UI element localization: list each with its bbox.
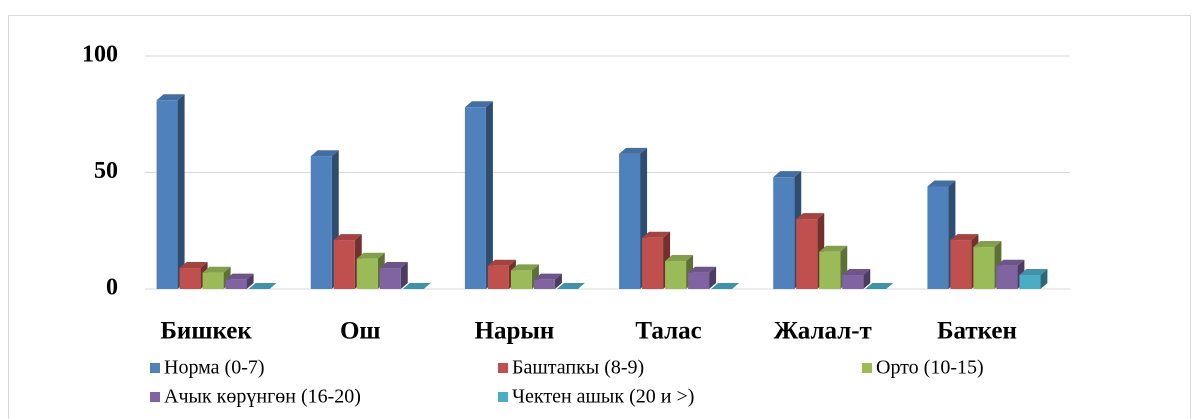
bar-top (688, 266, 717, 273)
bar (356, 258, 378, 289)
bar-top (773, 171, 802, 178)
x-tick-label: Бишкек (160, 318, 252, 345)
bar-top (950, 234, 979, 241)
legend-swatch (150, 392, 160, 402)
bar (202, 272, 224, 289)
bar-top (202, 266, 231, 273)
bar (642, 237, 664, 289)
bar-side (485, 101, 493, 289)
bar-top (156, 94, 185, 101)
bar (688, 272, 710, 289)
bar-side (1040, 269, 1048, 289)
legend-label: Баштапкы (8-9) (512, 357, 644, 379)
bar (379, 268, 401, 289)
bar-top (819, 245, 848, 252)
bar (619, 153, 641, 289)
bar (842, 275, 864, 289)
bar (796, 219, 818, 289)
bar (156, 100, 178, 290)
bar-top (865, 283, 894, 289)
bar-top (1019, 269, 1048, 276)
bar (310, 156, 332, 289)
legend-swatch (498, 363, 508, 373)
bar-top (665, 255, 694, 262)
bar-top (533, 273, 562, 280)
bar (950, 240, 972, 289)
bar (665, 261, 687, 289)
bar-top (487, 259, 516, 266)
legend-label: Ачык көрүнгөн (16-20) (164, 386, 361, 408)
bar-top (310, 150, 339, 157)
bar-top (510, 264, 539, 271)
y-tick-label: 50 (94, 158, 118, 184)
bar (819, 251, 841, 289)
x-tick-label: Ош (340, 318, 381, 345)
bar (510, 270, 532, 289)
bar-top (333, 234, 362, 241)
bar-top (225, 273, 254, 280)
bar (533, 279, 555, 289)
legend-swatch (862, 363, 872, 373)
x-tick-label: Баткен (937, 318, 1017, 345)
bar-top (464, 101, 493, 108)
x-tick-label: Жалал-т (774, 318, 872, 345)
bar-top (402, 283, 431, 289)
legend-swatch (498, 392, 508, 402)
bar (973, 247, 995, 289)
bar-top (248, 283, 277, 289)
x-tick-label: Нарын (475, 318, 555, 345)
bar-top (927, 180, 956, 187)
bar-top (711, 283, 740, 289)
y-tick-label: 0 (106, 275, 118, 301)
bar-side (709, 266, 717, 289)
bar (927, 186, 949, 289)
legend-swatch (150, 363, 160, 373)
bar-top (379, 262, 408, 269)
bar-side (177, 94, 185, 290)
bar (487, 265, 509, 289)
bar-top (973, 241, 1002, 248)
bar-top (619, 147, 648, 154)
bar-side (400, 262, 408, 289)
bar-top (179, 262, 208, 269)
bar-top (796, 213, 825, 220)
bar-side (246, 273, 254, 289)
bar (996, 265, 1018, 289)
bar-top (642, 231, 671, 238)
chart-frame (8, 15, 1191, 419)
legend-label: Чектен ашык (20 и >) (512, 386, 694, 408)
bar (333, 240, 355, 289)
bar (464, 107, 486, 289)
bar-side (554, 273, 562, 289)
bar (773, 177, 795, 289)
x-tick-label: Талас (635, 318, 701, 345)
bar (1019, 275, 1041, 289)
y-tick-label: 100 (82, 42, 118, 68)
bar (225, 279, 247, 289)
bar-side (863, 269, 871, 289)
legend-label: Орто (10-15) (876, 357, 984, 379)
bar-top (996, 259, 1025, 266)
legend-label: Норма (0-7) (164, 357, 265, 379)
bar-top (842, 269, 871, 276)
bar (179, 268, 201, 289)
bar-top (556, 283, 585, 289)
bar-top (356, 252, 385, 259)
